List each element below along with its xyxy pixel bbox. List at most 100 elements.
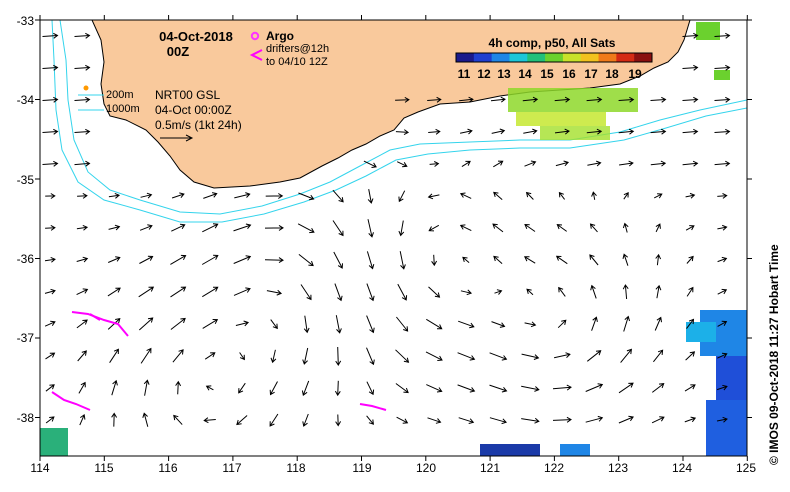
current-arrow (682, 64, 699, 71)
current-arrow (618, 382, 634, 394)
current-arrow (205, 385, 214, 391)
lon-tick-123: 123 (608, 461, 628, 475)
current-arrow (142, 412, 149, 427)
current-arrow (623, 192, 629, 200)
current-arrow (686, 318, 695, 329)
current-arrow (44, 256, 56, 263)
current-arrow (553, 352, 571, 359)
current-arrow (109, 348, 119, 363)
lon-tick-122: 122 (544, 461, 564, 475)
current-arrow (650, 160, 667, 167)
current-arrow (334, 380, 341, 397)
current-arrow (138, 286, 155, 298)
current-arrow (398, 190, 406, 203)
current-arrow (202, 286, 219, 298)
current-arrow (425, 351, 443, 361)
current-arrow (682, 160, 699, 167)
current-arrow (682, 32, 699, 39)
current-arrow (74, 64, 91, 71)
lat-tick-34: -34 (17, 93, 35, 107)
current-arrow (108, 224, 121, 231)
current-arrow (45, 193, 56, 199)
current-arrow (686, 255, 694, 264)
current-arrow (427, 96, 442, 103)
current-arrow (428, 224, 440, 232)
current-arrow (233, 287, 251, 296)
current-arrow (333, 251, 343, 269)
current-arrow (335, 346, 342, 366)
current-arrow (717, 193, 728, 199)
colorbar-segment (616, 53, 635, 62)
drifter-legend-icon (249, 49, 263, 61)
sst-patches (40, 22, 747, 456)
current-arrow (589, 254, 599, 266)
current-arrow (489, 352, 508, 361)
current-arrow (493, 160, 504, 168)
colorbar-tick: 18 (605, 67, 619, 81)
current-arrow (714, 128, 731, 135)
current-arrow (714, 160, 731, 167)
current-arrow (524, 160, 537, 167)
current-arrow (623, 315, 630, 332)
current-arrow (270, 319, 278, 330)
lon-tick-117: 117 (222, 461, 241, 475)
current-arrow (493, 191, 503, 200)
current-arrow (111, 379, 118, 396)
current-arrow (459, 192, 472, 199)
current-arrow (139, 224, 153, 231)
current-arrow (396, 316, 409, 332)
current-arrow (717, 256, 728, 263)
current-arrow (298, 254, 314, 267)
current-arrow (42, 96, 59, 103)
current-arrow (298, 192, 315, 201)
lon-tick-124: 124 (672, 461, 692, 475)
current-arrow (558, 286, 566, 297)
current-arrow (332, 189, 344, 203)
current-arrow (489, 384, 508, 393)
lon-tick-116: 116 (158, 461, 177, 475)
current-arrow (618, 415, 634, 424)
current-arrow (591, 191, 597, 200)
current-arrow (366, 251, 375, 270)
current-arrow (589, 223, 598, 233)
current-arrow (491, 321, 506, 328)
current-vectors (42, 32, 731, 427)
current-arrow (618, 96, 635, 103)
current-arrow (45, 352, 56, 360)
current-arrow (716, 416, 728, 423)
current-arrow (79, 414, 86, 426)
current-arrow (618, 128, 635, 135)
current-arrow (111, 412, 118, 427)
current-arrow (269, 413, 279, 427)
latitude-axis: -33 -34 -35 -36 -37 -38 (17, 14, 35, 425)
current-arrow (489, 417, 508, 425)
colorbar-tick: 17 (584, 67, 598, 81)
argo-legend-icon (250, 31, 260, 41)
current-arrow (586, 350, 602, 362)
current-arrow (460, 289, 473, 296)
current-arrow (108, 256, 121, 263)
current-arrow (366, 315, 375, 334)
vector-scale-arrow (160, 134, 194, 142)
current-arrow (204, 352, 216, 360)
current-arrow (650, 128, 667, 135)
current-arrow (367, 189, 374, 204)
lon-tick-120: 120 (416, 461, 436, 475)
current-arrow (363, 160, 377, 168)
current-arrow (203, 192, 218, 199)
current-arrow (619, 160, 634, 167)
current-arrow (235, 320, 250, 327)
current-arrow (655, 253, 662, 266)
current-arrow (367, 219, 374, 238)
axis-ticks (35, 15, 752, 461)
current-arrow (233, 223, 252, 232)
current-arrow (682, 128, 699, 135)
current-arrow (44, 320, 56, 327)
current-arrow (651, 383, 665, 393)
product-name: NRT00 GSL (155, 88, 220, 102)
current-arrow (524, 321, 537, 328)
current-arrow (684, 416, 697, 423)
current-arrow (653, 349, 664, 363)
colorbar-title: 4h comp, p50, All Sats (489, 36, 616, 50)
